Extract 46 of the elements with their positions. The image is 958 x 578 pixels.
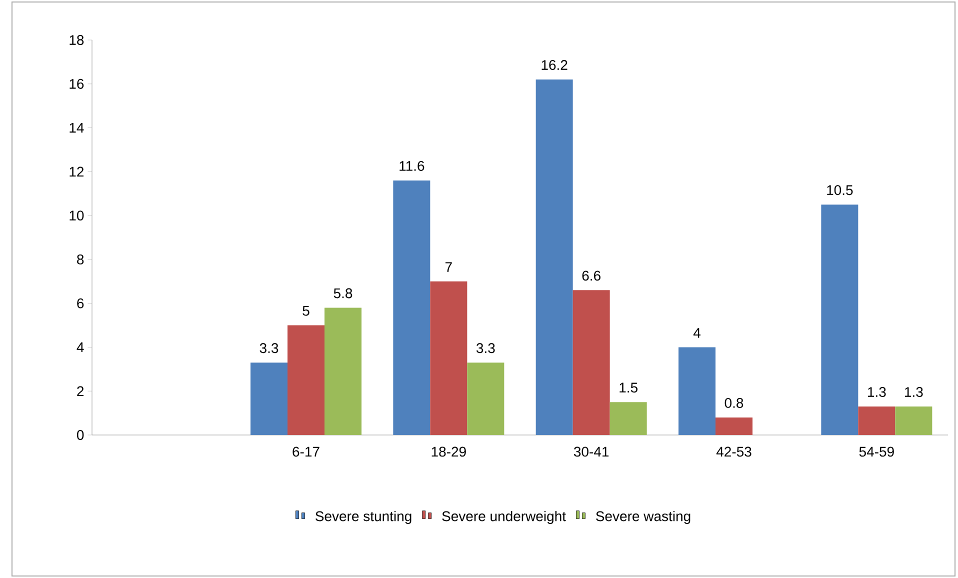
- data-label: 11.6: [400, 161, 424, 171]
- bar: [250, 362, 288, 435]
- bar: [716, 417, 753, 435]
- data-label: 6.6: [582, 270, 600, 281]
- bar: [288, 325, 325, 435]
- bar: [610, 402, 647, 435]
- bar: [678, 347, 716, 435]
- data-label: 7: [445, 262, 452, 272]
- bar: [858, 406, 896, 435]
- y-tick-label: 12: [70, 166, 84, 177]
- bar: [895, 406, 932, 435]
- y-tick-label: 14: [70, 122, 84, 133]
- y-tick-label: 16: [70, 78, 84, 89]
- y-tick-label: 0: [76, 430, 84, 440]
- x-tick-label: 42-53: [716, 446, 752, 457]
- x-tick-label: 6-17: [292, 446, 320, 457]
- data-label: 4: [693, 328, 700, 338]
- y-tick-label: 10: [70, 210, 84, 221]
- bar: [821, 204, 858, 435]
- bar: [393, 180, 430, 435]
- data-label: 1.5: [620, 382, 638, 393]
- y-tick-label: 18: [70, 35, 84, 45]
- data-label: 10.5: [827, 185, 853, 196]
- x-tick-label: 18-29: [432, 446, 466, 457]
- legend-label: Severe underweight: [442, 510, 566, 524]
- data-label: 3.3: [260, 343, 278, 354]
- bar: [324, 308, 362, 435]
- x-tick-label: 54-59: [859, 446, 894, 457]
- y-tick-label: 8: [77, 254, 84, 264]
- legend-label: Severe wasting: [596, 510, 690, 524]
- y-tick-label: 4: [76, 342, 84, 352]
- bar: [467, 362, 504, 435]
- data-label: 5: [302, 306, 310, 316]
- data-label: 1.3: [868, 387, 886, 397]
- data-label: 16.2: [542, 60, 568, 70]
- data-label: 5.8: [334, 288, 352, 298]
- bar: [536, 79, 573, 435]
- bar: [572, 290, 610, 435]
- y-tick-label: 6: [77, 298, 84, 308]
- x-tick-label: 30-41: [574, 446, 609, 457]
- data-label: 3.3: [476, 343, 495, 354]
- y-tick-label: 2: [77, 386, 84, 396]
- legend-label: Severe stunting: [316, 510, 412, 524]
- bar: [430, 281, 468, 435]
- data-label: 1.3: [905, 387, 923, 397]
- data-label: 0.8: [724, 398, 744, 408]
